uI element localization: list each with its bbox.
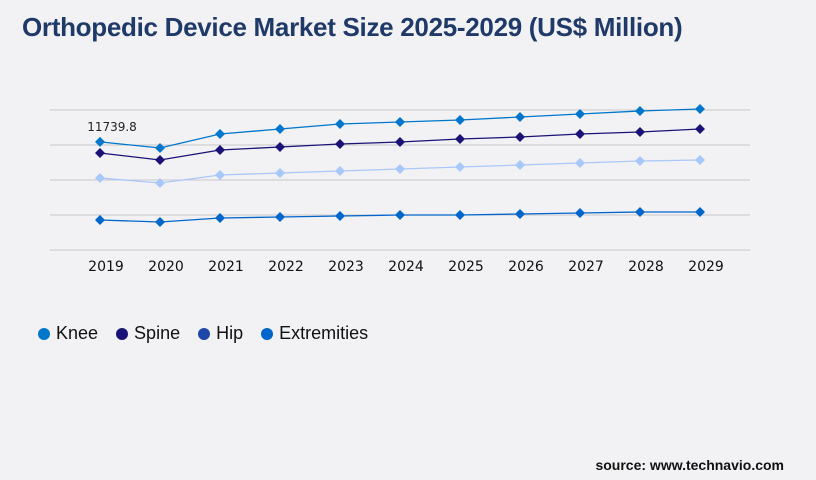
data-point-extremities (515, 208, 525, 219)
legend-label: Hip (216, 323, 244, 343)
data-point-spine (455, 134, 465, 145)
legend-label: Extremities (279, 323, 369, 343)
legend-marker-icon (116, 327, 129, 340)
data-point-extremities (155, 217, 165, 227)
data-point-knee (575, 108, 585, 119)
legend-marker-icon (261, 327, 274, 340)
data-point-knee (215, 129, 225, 140)
data-point-spine (275, 141, 285, 152)
data-point-extremities (455, 210, 465, 220)
x-tick-label: 2022 (268, 259, 304, 275)
x-tick-label: 2023 (328, 259, 364, 275)
data-point-hip (695, 155, 705, 166)
data-point-extremities (575, 208, 585, 219)
data-point-knee (515, 112, 525, 122)
x-tick-label: 2028 (628, 259, 664, 275)
x-tick-label: 2019 (88, 259, 124, 275)
legend-marker-icon (38, 327, 50, 340)
source-text: source: www.technavio.com (595, 457, 784, 473)
data-point-spine (515, 131, 525, 142)
data-label: 11739.8 (87, 120, 137, 134)
line-chart: 2019 2020 2021 2022 2023 2024 2025 2026 2027 2028… (50, 103, 750, 275)
legend-item-knee: Knee (38, 323, 98, 344)
data-point-spine (95, 148, 105, 159)
data-point-hip (95, 173, 105, 184)
x-tick-label: 2025 (448, 259, 484, 275)
data-point-extremities (635, 206, 645, 217)
data-point-knee (155, 143, 165, 154)
data-point-extremities (275, 211, 285, 222)
data-point-hip (515, 159, 525, 170)
legend: Knee Spine Hip Extremities (38, 323, 368, 344)
data-point-hip (335, 166, 345, 177)
data-point-spine (575, 129, 585, 140)
data-point-hip (155, 178, 165, 189)
legend-item-spine: Spine (116, 323, 180, 344)
data-point-hip (575, 157, 585, 168)
data-point-extremities (395, 210, 405, 220)
legend-label: Spine (134, 323, 181, 343)
x-tick-label: 2024 (388, 259, 424, 275)
data-point-spine (695, 124, 705, 135)
data-point-spine (395, 136, 405, 147)
data-point-extremities (695, 206, 705, 217)
legend-item-extremities: Extremities (261, 323, 368, 344)
data-point-knee (275, 124, 285, 135)
data-point-extremities (335, 211, 345, 222)
data-point-hip (275, 168, 285, 178)
x-tick-label: 2029 (688, 259, 724, 275)
x-tick-label: 2027 (568, 259, 604, 275)
data-point-knee (635, 106, 645, 117)
data-point-spine (155, 155, 165, 166)
data-point-knee (695, 103, 705, 114)
data-point-hip (215, 169, 225, 180)
data-point-knee (95, 136, 105, 147)
data-point-spine (635, 127, 645, 138)
legend-label: Knee (56, 323, 99, 343)
data-point-knee (335, 119, 345, 129)
data-point-hip (635, 155, 645, 166)
data-point-knee (395, 117, 405, 128)
data-point-spine (335, 138, 345, 149)
x-tick-label: 2020 (148, 259, 184, 275)
x-tick-label: 2026 (508, 259, 544, 275)
data-point-knee (455, 115, 465, 126)
legend-marker-icon (198, 327, 211, 340)
chart-title: Orthopedic Device Market Size 2025-2029 … (22, 12, 683, 42)
legend-item-hip: Hip (198, 323, 243, 344)
data-point-spine (215, 145, 225, 156)
data-point-extremities (215, 213, 225, 224)
data-point-hip (395, 164, 405, 175)
data-point-hip (455, 162, 465, 173)
x-tick-label: 2021 (208, 259, 244, 275)
data-point-extremities (95, 215, 105, 226)
